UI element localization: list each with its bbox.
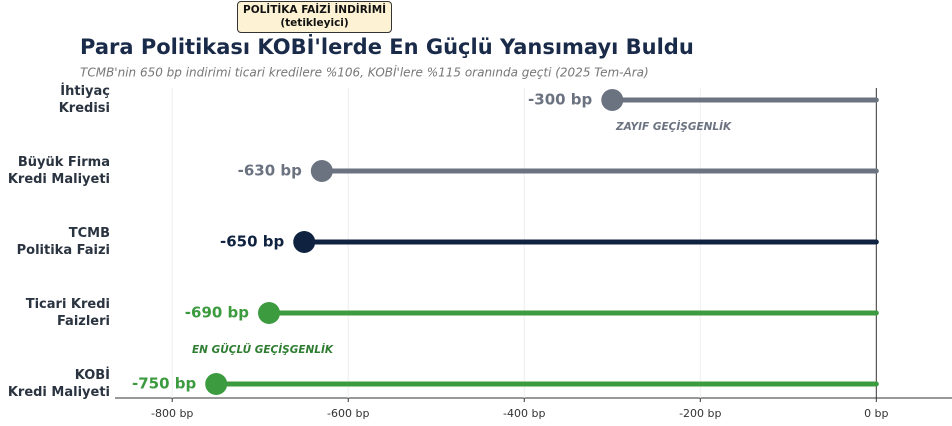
annotation: EN GÜÇLÜ GEÇİŞGENLİK	[192, 342, 334, 356]
y-tick-label: KOBİ Kredi Maliyeti	[7, 368, 110, 400]
value-label: -630 bp	[238, 162, 302, 180]
dot	[293, 231, 316, 253]
dot	[258, 302, 281, 324]
x-tick-label: -600 bp	[327, 407, 369, 420]
x-tick-label: -400 bp	[503, 407, 545, 420]
y-tick-label: Büyük Firma Kredi Maliyeti	[7, 155, 110, 187]
y-tick-label: TCMB Politika Faizi	[16, 226, 110, 258]
annotation: ZAYIF GEÇİŞGENLİK	[615, 119, 732, 133]
value-label: -650 bp	[220, 233, 284, 251]
value-label: -300 bp	[528, 91, 592, 109]
chart-title: Para Politikası KOBİ'lerde En Güçlü Yans…	[80, 34, 694, 59]
dot	[310, 160, 333, 182]
x-tick-label: -200 bp	[679, 407, 721, 420]
x-tick-label: 0 bp	[864, 407, 888, 420]
dot	[601, 89, 624, 111]
value-label: -750 bp	[132, 375, 196, 393]
x-tick-label: -800 bp	[151, 407, 193, 420]
value-label: -690 bp	[185, 304, 249, 322]
y-tick-label: İhtiyaç Kredisi	[58, 84, 110, 116]
chart-subtitle: TCMB'nin 650 bp indirimi ticari krediler…	[80, 65, 649, 80]
annotation-box: POLİTİKA FAİZİ İNDİRİMİ (tetikleyici)	[237, 1, 393, 33]
y-tick-label: Ticari Kredi Faizleri	[25, 297, 110, 329]
dot	[205, 373, 228, 395]
